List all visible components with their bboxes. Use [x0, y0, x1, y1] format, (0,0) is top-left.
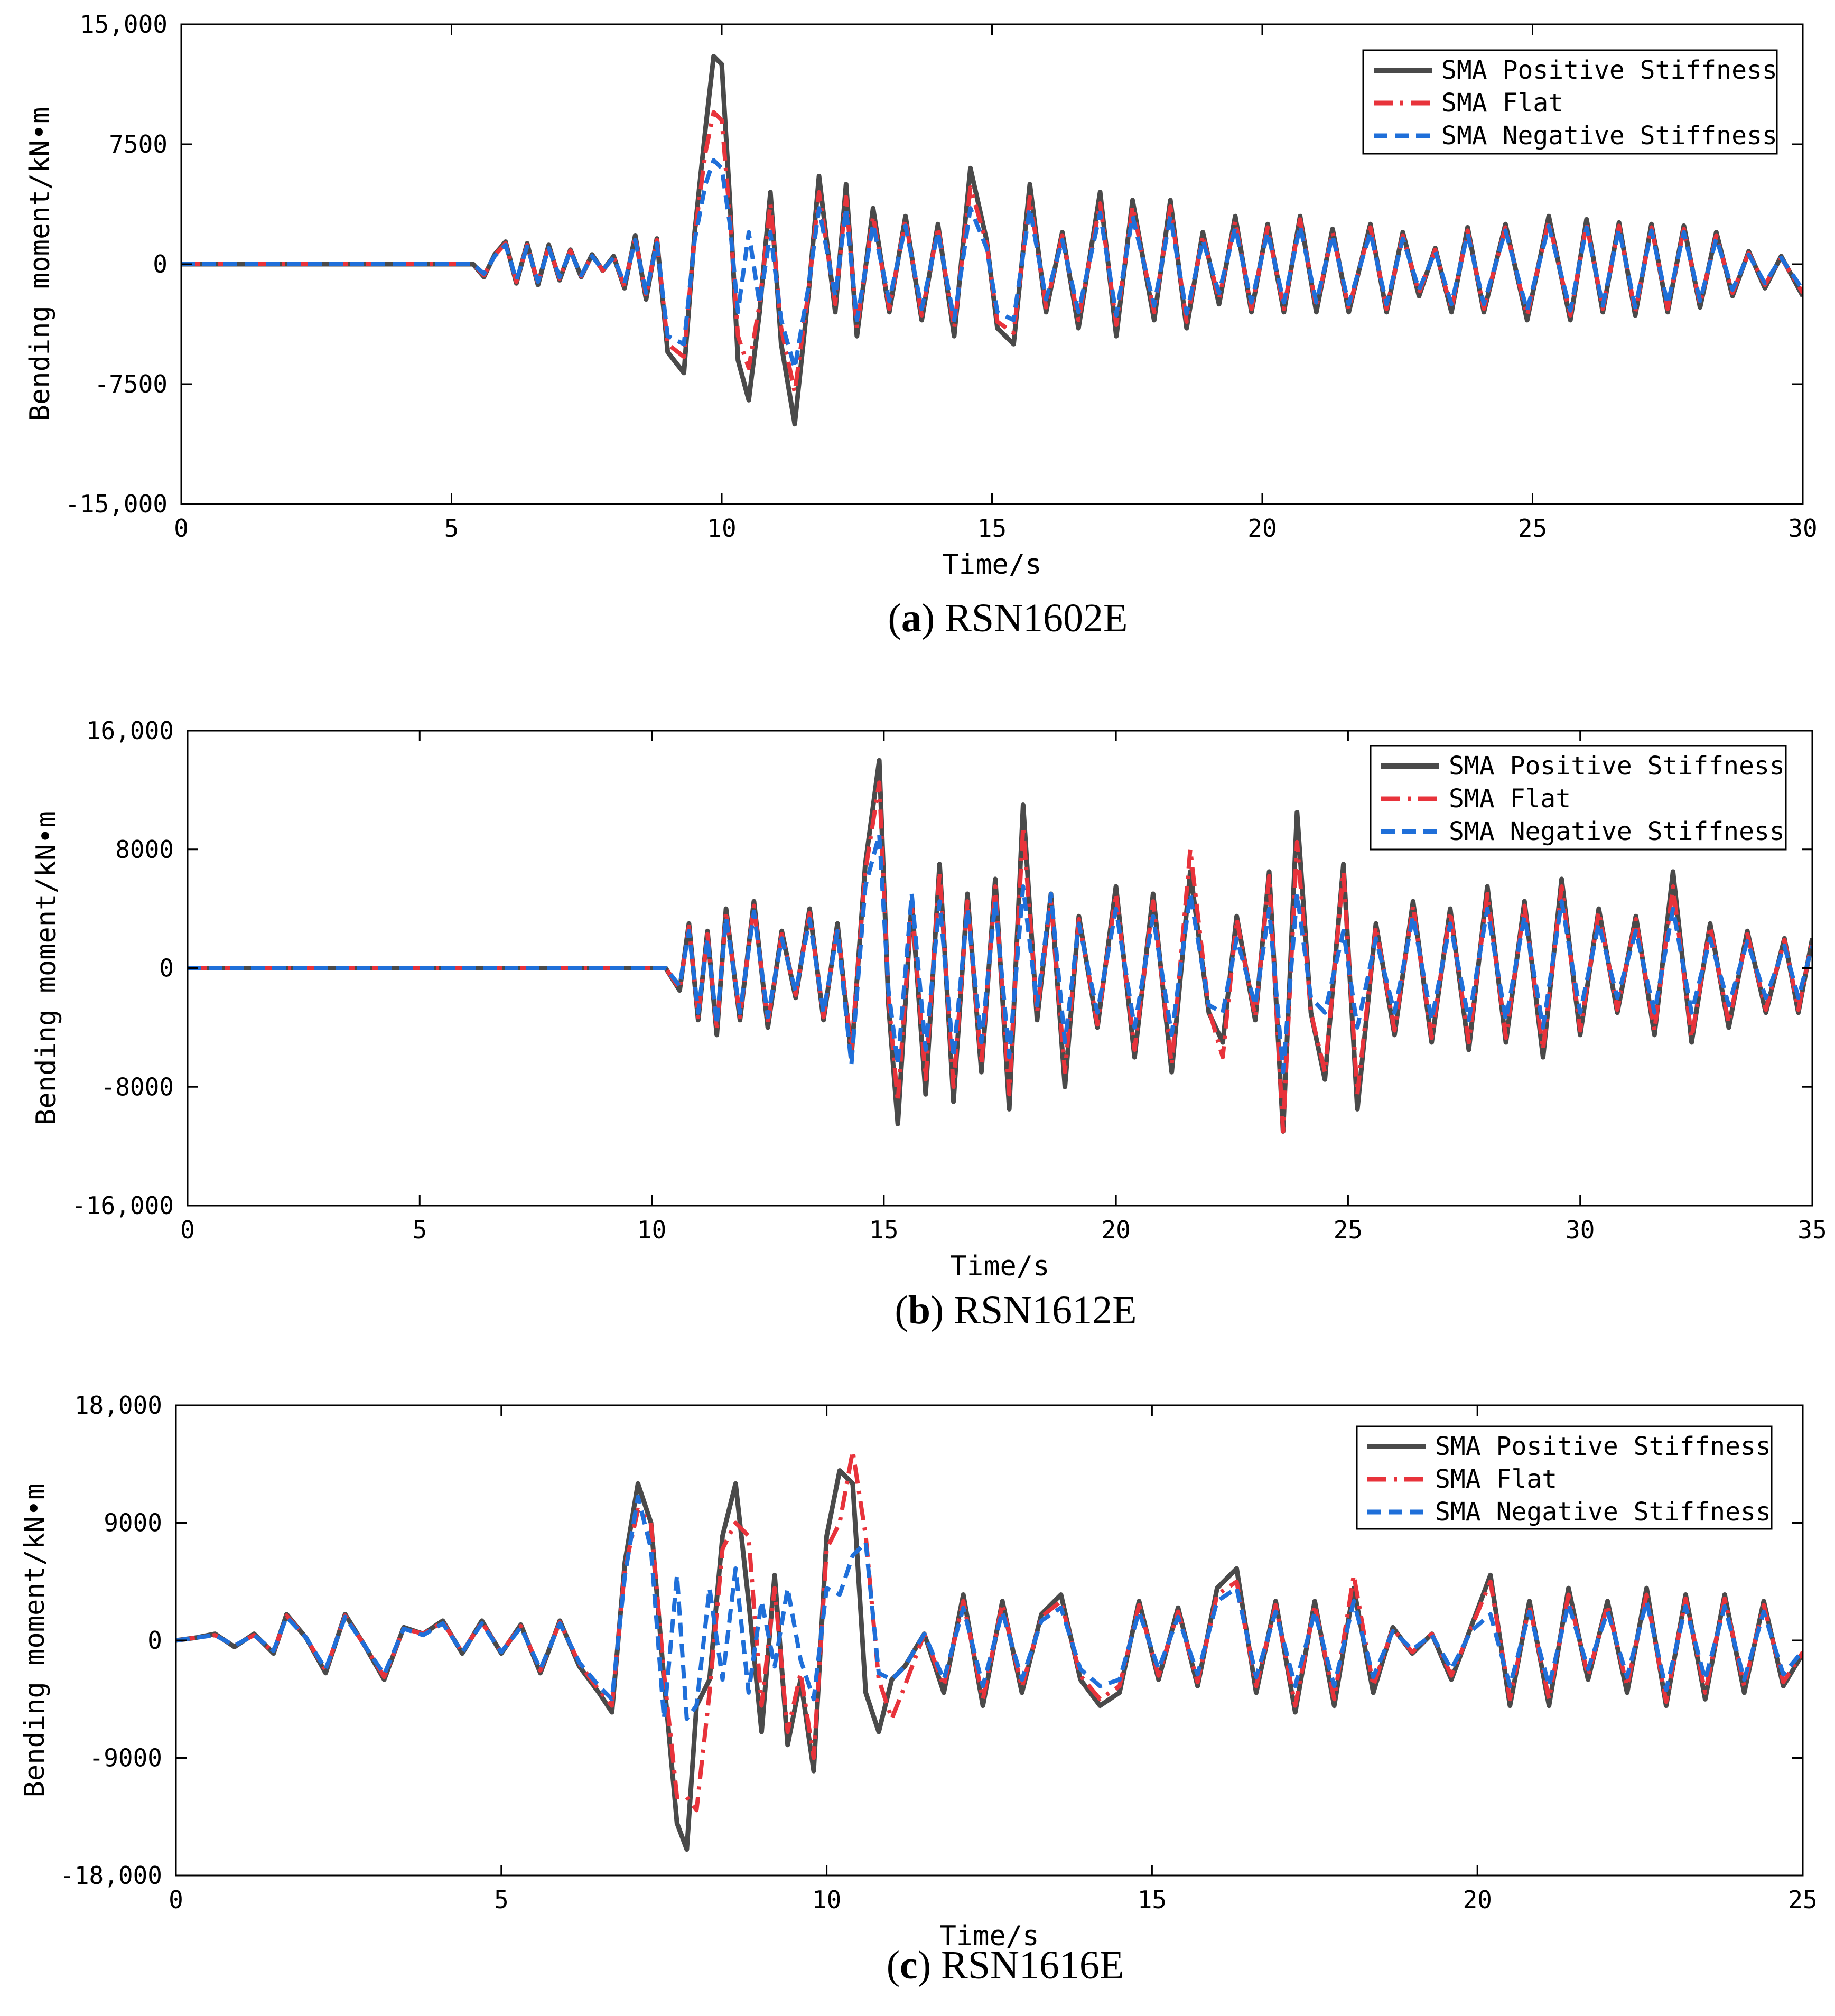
x-tick-label: 15 [977, 514, 1007, 543]
x-tick-label: 20 [1101, 1216, 1130, 1244]
panel-caption: (b) RSN1612E [895, 1288, 1137, 1332]
x-tick-label: 15 [869, 1216, 898, 1244]
y-tick-label: 18,000 [74, 1391, 162, 1420]
legend-box [1356, 1425, 1773, 1530]
legend-entry: SMA Negative Stiffness [1435, 1497, 1771, 1527]
x-axis-label: Time/s [940, 1920, 1039, 1952]
y-tick-label: 0 [147, 1626, 162, 1655]
legend-entry: SMA Positive Stiffness [1435, 1432, 1771, 1461]
y-tick-label: 0 [153, 250, 167, 278]
x-tick-label: 20 [1463, 1886, 1492, 1914]
x-tick-label: 35 [1797, 1216, 1827, 1244]
y-tick-label: -18,000 [60, 1861, 162, 1890]
x-tick-label: 10 [812, 1886, 841, 1914]
x-axis-label: Time/s [943, 549, 1042, 581]
y-tick-label: 9000 [104, 1509, 162, 1537]
x-tick-label: 30 [1788, 514, 1817, 543]
legend-entry: SMA Positive Stiffness [1441, 55, 1777, 85]
legend-entry: SMA Flat [1435, 1464, 1557, 1494]
chart-panel-b: 0 5 10 15 20 25 30 35 -16,000 -8000 0 8000 16,000 Tim… [31, 716, 1827, 1332]
panel-caption: (c) RSN1616E [887, 1943, 1124, 1987]
y-tick-label: 15,000 [80, 10, 167, 39]
x-tick-label: 15 [1138, 1886, 1167, 1914]
x-tick-label: 10 [637, 1216, 666, 1244]
x-tick-label: 20 [1247, 514, 1277, 543]
x-tick-label: 25 [1788, 1886, 1817, 1914]
x-tick-label: 25 [1334, 1216, 1363, 1244]
chart-panel-a: 0 5 10 15 20 25 30 -15,000 -7500 0 7500 15,000 Time/… [24, 10, 1818, 640]
y-tick-label: -15,000 [65, 490, 167, 518]
chart-panel-c: 0 5 10 15 20 25 -18,000 -9000 0 9000 18,000 Time/s B… [19, 1391, 1818, 1987]
series-line-sma-negative-stiffness [176, 1495, 1803, 1721]
panel-caption: (a) RSN1602E [888, 596, 1128, 640]
legend-entry: SMA Negative Stiffness [1449, 817, 1785, 846]
y-tick-label: 7500 [109, 130, 167, 158]
x-tick-label: 0 [180, 1216, 195, 1244]
x-tick-label: 5 [494, 1886, 509, 1914]
y-tick-label: -7500 [95, 370, 167, 398]
x-axis-label: Time/s [951, 1250, 1050, 1282]
legend-entry: SMA Negative Stiffness [1441, 121, 1777, 151]
y-axis-label: Bending moment/kN•m [19, 1483, 51, 1798]
x-tick-label: 5 [444, 514, 459, 543]
legend-entry: SMA Positive Stiffness [1449, 751, 1785, 781]
x-tick-label: 10 [707, 514, 736, 543]
legend-entry: SMA Flat [1449, 784, 1571, 814]
x-tick-label: 0 [174, 514, 189, 543]
y-tick-label: 16,000 [86, 716, 174, 745]
legend-entry: SMA Flat [1441, 88, 1563, 118]
x-tick-label: 0 [169, 1886, 183, 1914]
y-tick-label: -9000 [89, 1744, 162, 1772]
y-tick-label: -16,000 [71, 1191, 174, 1220]
y-tick-label: -8000 [101, 1072, 174, 1101]
y-tick-label: 0 [159, 954, 174, 983]
x-tick-label: 25 [1518, 514, 1547, 543]
x-tick-label: 30 [1566, 1216, 1595, 1244]
y-tick-label: 8000 [115, 835, 174, 864]
y-axis-label: Bending moment/kN•m [31, 811, 62, 1125]
series-line-sma-flat [181, 110, 1803, 395]
series-line-sma-negative-stiffness [181, 158, 1803, 370]
series-line-sma-negative-stiffness [188, 832, 1812, 1075]
legend-box [1362, 49, 1778, 155]
y-axis-label: Bending moment/kN•m [24, 107, 56, 422]
x-tick-label: 5 [412, 1216, 427, 1244]
legend-box [1370, 745, 1787, 851]
